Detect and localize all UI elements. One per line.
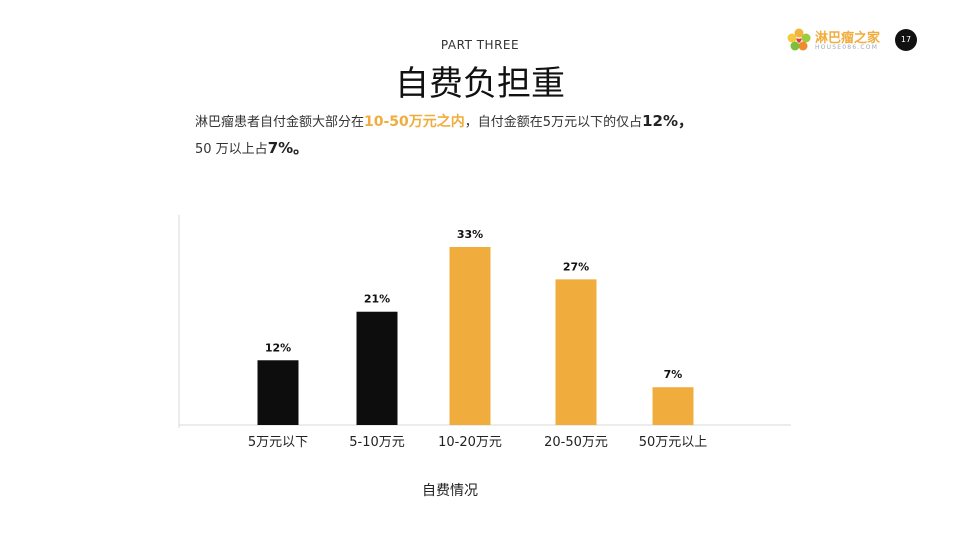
bar-value-label: 27% <box>563 260 589 273</box>
bar-1 <box>257 360 299 425</box>
description-text: 50 万以上占 <box>195 142 268 157</box>
bar-value-label: 7% <box>664 368 683 381</box>
page-number-badge: 17 <box>895 29 917 51</box>
description-text: 淋巴瘤患者自付金额大部分在 <box>195 115 365 130</box>
logo-site: HOUSE086.COM <box>815 44 879 51</box>
category-label: 50万元以上 <box>639 435 708 450</box>
bar-value-label: 33% <box>457 228 483 241</box>
bar-2 <box>356 311 398 425</box>
category-label: 5-10万元 <box>349 435 405 450</box>
logo-flower-icon <box>787 28 811 51</box>
part-label: PART THREE <box>440 38 520 52</box>
page-title: 自费负担重 <box>395 64 565 104</box>
bar-3 <box>449 247 491 425</box>
description-highlight: 10-50万元之内 <box>364 114 465 130</box>
x-axis-title: 自费情况 <box>422 483 478 499</box>
logo-text: 淋巴瘤之家 <box>815 31 881 46</box>
description-line-1: 淋巴瘤患者自付金额大部分在10-50万元之内，自付金额在5万元以下的仅占12%， <box>195 110 693 131</box>
bar-value-label: 12% <box>265 341 291 354</box>
description-bold: 7%。 <box>267 139 309 157</box>
category-label: 10-20万元 <box>438 435 502 450</box>
category-label: 20-50万元 <box>544 435 608 450</box>
category-label: 5万元以下 <box>248 435 308 450</box>
bar-4 <box>555 279 597 425</box>
logo: 淋巴瘤之家 HOUSE086.COM <box>787 26 897 56</box>
bar-5 <box>652 387 694 425</box>
description-line-2: 50 万以上占7%。 <box>195 137 308 158</box>
bar-value-label: 21% <box>364 293 390 306</box>
description-bold: 12%， <box>642 112 693 130</box>
description-text: ，自付金额在5万元以下的仅占 <box>464 115 643 130</box>
